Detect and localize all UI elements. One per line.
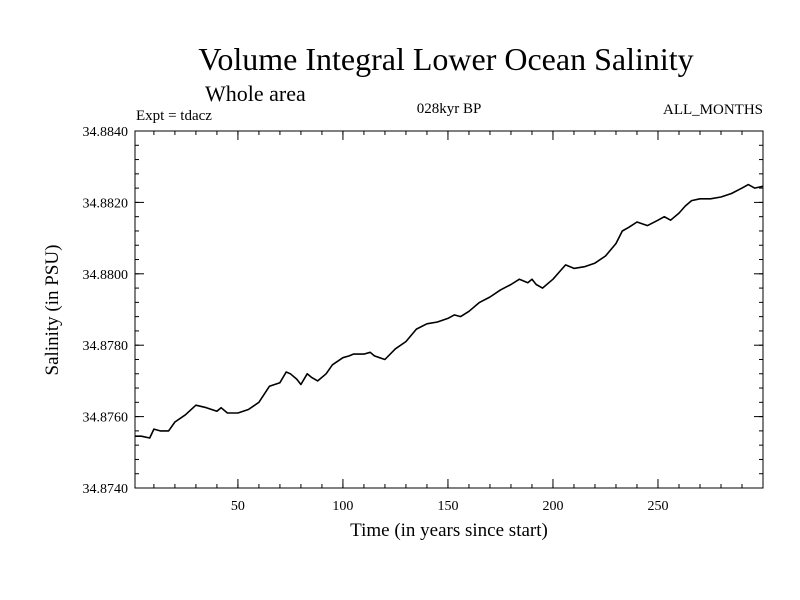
period-label: 028kyr BP bbox=[417, 101, 482, 117]
x-axis-label: Time (in years since start) bbox=[350, 520, 548, 541]
x-tick-label: 150 bbox=[437, 499, 458, 514]
x-tick-label: 100 bbox=[332, 499, 353, 514]
chart-title: Volume Integral Lower Ocean Salinity bbox=[198, 41, 693, 77]
y-tick-label: 34.8740 bbox=[83, 482, 129, 497]
x-tick-label: 200 bbox=[542, 499, 563, 514]
experiment-label: Expt = tdacz bbox=[136, 108, 212, 124]
tick-labels: 50 100 150 200 250 34.8740 34.8760 34.8780 34.88… bbox=[83, 125, 669, 514]
x-tick-label: 250 bbox=[647, 499, 668, 514]
y-tick-label: 34.8800 bbox=[83, 268, 129, 283]
axis-ticks bbox=[135, 130, 764, 489]
y-axis-label: Salinity (in PSU) bbox=[42, 245, 63, 376]
chart-subtitle: Whole area bbox=[205, 81, 306, 106]
y-tick-label: 34.8760 bbox=[83, 411, 129, 426]
x-tick-label: 50 bbox=[231, 499, 245, 514]
series-layer bbox=[135, 183, 764, 439]
y-tick-label: 34.8780 bbox=[83, 339, 129, 354]
y-tick-label: 34.8820 bbox=[83, 196, 129, 211]
y-tick-label: 34.8840 bbox=[83, 125, 129, 140]
plot-frame bbox=[134, 130, 764, 489]
months-label: ALL_MONTHS bbox=[663, 102, 763, 118]
salinity-series-line bbox=[135, 183, 764, 439]
